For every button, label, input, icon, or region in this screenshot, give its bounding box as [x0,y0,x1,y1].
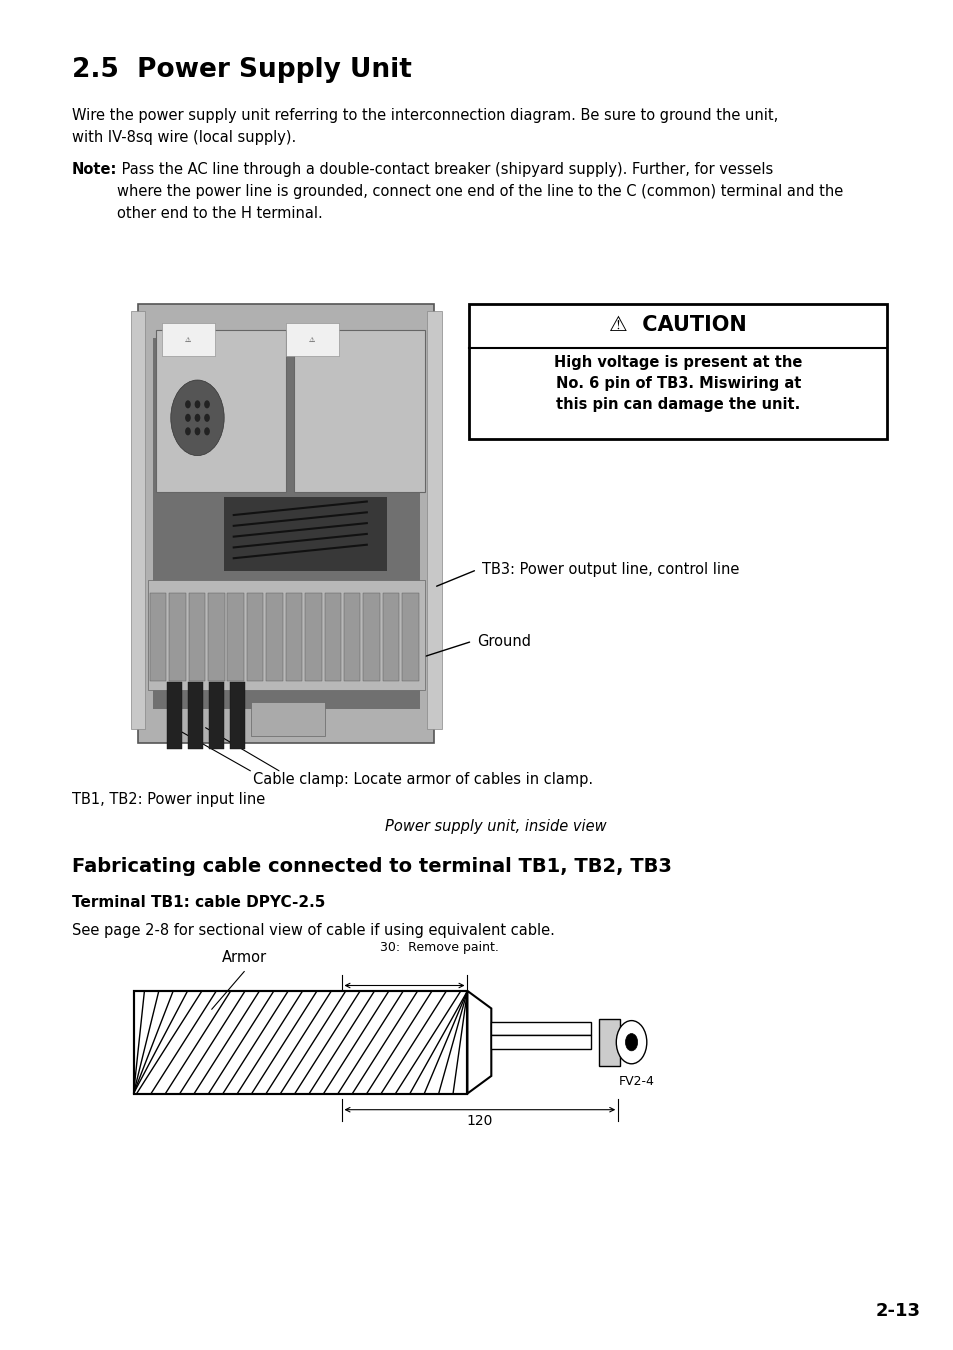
Bar [247,594,263,682]
Bar [150,594,166,682]
Bar [286,594,302,682]
Circle shape [625,1034,637,1050]
Circle shape [185,400,191,408]
Bar [162,323,214,356]
Bar [324,594,341,682]
Bar [251,702,324,736]
Text: FV2-4: FV2-4 [618,1075,654,1088]
Text: Ground: Ground [476,633,531,649]
Bar [305,594,321,682]
Text: TB1, TB2: Power input line: TB1, TB2: Power input line [71,792,265,807]
Text: Cable clamp: Locate armor of cables in clamp.: Cable clamp: Locate armor of cables in c… [253,772,593,787]
Bar [155,331,285,493]
Bar [491,1022,591,1035]
Bar [188,682,203,749]
Circle shape [204,400,210,408]
Bar [208,594,224,682]
Circle shape [204,414,210,421]
Polygon shape [467,991,491,1094]
Bar [427,310,441,729]
Bar [266,594,282,682]
Text: ⚠  CAUTION: ⚠ CAUTION [609,316,746,335]
Text: 30:  Remove paint.: 30: Remove paint. [379,941,498,954]
Bar [152,338,419,709]
Text: Wire the power supply unit referring to the interconnection diagram. Be sure to : Wire the power supply unit referring to … [71,108,777,146]
Circle shape [194,414,200,421]
Bar [294,331,424,493]
Bar [148,580,424,690]
Bar [131,310,145,729]
Text: Terminal TB1: cable DPYC-2.5: Terminal TB1: cable DPYC-2.5 [71,895,325,910]
Text: Note:: Note: [71,162,117,177]
Bar [133,991,467,1094]
Bar [469,304,886,439]
Text: 120: 120 [466,1114,493,1127]
Bar [491,1035,591,1049]
Bar [382,594,399,682]
Circle shape [185,414,191,421]
Bar [402,594,418,682]
Bar [169,594,186,682]
Text: Armor: Armor [222,950,267,965]
Bar [286,323,338,356]
Text: ⚠: ⚠ [309,338,314,343]
Text: ⚠: ⚠ [185,338,191,343]
Circle shape [194,428,200,435]
Text: Pass the AC line through a double-contact breaker (shipyard supply). Further, fo: Pass the AC line through a double-contac… [117,162,842,221]
Bar [598,1018,619,1066]
Bar [167,682,182,749]
Circle shape [194,400,200,408]
Text: Fabricating cable connected to terminal TB1, TB2, TB3: Fabricating cable connected to terminal … [71,857,671,876]
Circle shape [171,381,224,456]
Circle shape [185,428,191,435]
Bar [138,304,434,743]
Text: 2.5  Power Supply Unit: 2.5 Power Supply Unit [71,58,411,84]
Circle shape [204,428,210,435]
Text: Power supply unit, inside view: Power supply unit, inside view [385,819,606,834]
Circle shape [616,1021,646,1064]
Text: High voltage is present at the
No. 6 pin of TB3. Miswiring at
this pin can damag: High voltage is present at the No. 6 pin… [554,355,801,412]
Bar [189,594,205,682]
Bar [133,991,467,1094]
Text: See page 2-8 for sectional view of cable if using equivalent cable.: See page 2-8 for sectional view of cable… [71,923,554,938]
Bar [209,682,224,749]
Text: 2-13: 2-13 [875,1303,920,1320]
Bar [344,594,360,682]
Bar [227,594,244,682]
Text: TB3: Power output line, control line: TB3: Power output line, control line [481,562,739,578]
Bar [224,497,387,571]
Bar [230,682,245,749]
Bar [363,594,379,682]
